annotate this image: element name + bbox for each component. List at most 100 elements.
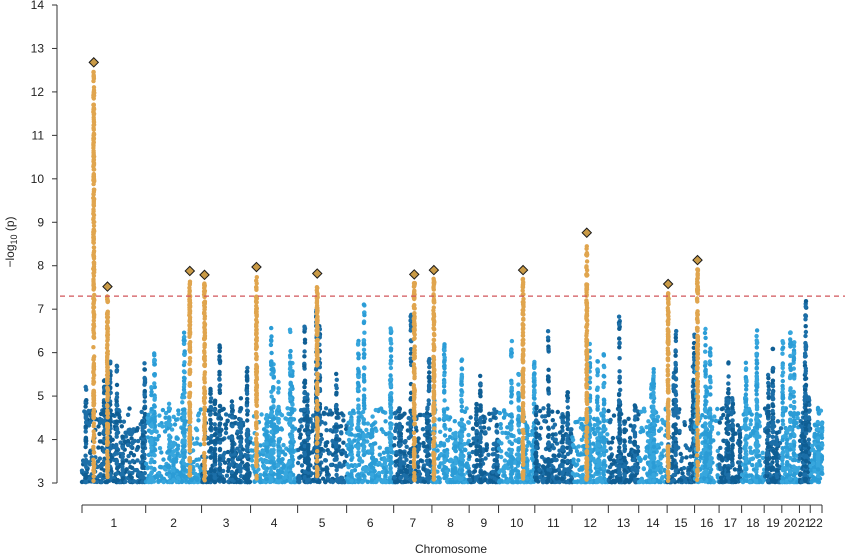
snp-point [416, 447, 421, 452]
snp-point [271, 385, 276, 390]
snp-point [260, 449, 266, 454]
snp-point [114, 471, 120, 476]
snp-point [534, 459, 539, 465]
snp-point [532, 371, 537, 376]
snp-point [362, 387, 367, 392]
snp-point [238, 417, 243, 422]
snp-point [605, 432, 610, 437]
snp-point [364, 427, 369, 433]
snp-point [217, 377, 222, 382]
snp-point [595, 429, 600, 434]
snp-point [129, 432, 134, 437]
snp-point [601, 413, 606, 419]
snp-point [458, 452, 463, 458]
snp-point [302, 475, 307, 480]
snp-point [453, 433, 458, 439]
snp-point [478, 477, 483, 482]
snp-point [118, 419, 123, 424]
snp-point [135, 444, 141, 450]
snp-point [129, 436, 134, 441]
snp-point [152, 459, 157, 465]
snp-point [459, 397, 464, 403]
snp-point [608, 446, 613, 451]
snp-point [389, 397, 394, 403]
snp-point [345, 462, 350, 467]
snp-point [149, 385, 154, 390]
snp-point [573, 463, 579, 468]
snp-point [632, 432, 638, 437]
snp-point [171, 459, 176, 464]
snp-point [618, 387, 623, 393]
snp-point [398, 427, 403, 432]
snp-point [182, 454, 187, 460]
snp-point [264, 459, 269, 465]
snp-point [494, 422, 500, 428]
snp-point [302, 349, 307, 354]
snp-point [617, 416, 622, 422]
snp-point [459, 388, 464, 393]
snp-point [130, 458, 135, 464]
snp-point [560, 424, 565, 430]
snp-point [516, 474, 521, 479]
snp-point [616, 477, 622, 483]
snp-point [325, 471, 330, 476]
snp-point [288, 465, 293, 470]
snp-point [229, 415, 235, 420]
snp-point [595, 463, 600, 468]
snp-point [281, 465, 286, 470]
snp-point [482, 470, 487, 475]
snp-point [269, 394, 274, 399]
snp-point [194, 427, 200, 433]
snp-point [381, 450, 387, 455]
snp-point [388, 328, 394, 333]
snp-point [339, 451, 344, 457]
snp-point [288, 448, 293, 453]
snp-point [149, 429, 154, 434]
snp-point [361, 372, 367, 378]
snp-point [123, 430, 128, 435]
snp-point [163, 415, 168, 420]
snp-point [323, 479, 328, 484]
snp-point [125, 412, 131, 417]
snp-point [124, 458, 129, 463]
snp-point [425, 430, 430, 436]
snp-point [370, 448, 375, 453]
snp-point [229, 469, 235, 475]
snp-point [306, 477, 311, 482]
snp-point [212, 398, 218, 403]
snp-point [154, 473, 160, 479]
snp-point [97, 420, 103, 426]
snp-point [361, 465, 366, 471]
snp-point [230, 408, 235, 413]
snp-point [356, 406, 361, 411]
snp-point [149, 441, 154, 446]
snp-point [298, 454, 304, 459]
snp-point [442, 380, 447, 385]
snp-point [574, 472, 579, 477]
snp-point [595, 477, 600, 482]
snp-point [175, 436, 180, 441]
chromosome-1-points [79, 359, 148, 485]
snp-point [131, 479, 137, 484]
snp-point [509, 471, 514, 476]
snp-point [288, 434, 293, 439]
snp-point [427, 385, 432, 390]
snp-point [377, 477, 383, 482]
snp-point [182, 443, 187, 448]
snp-point [474, 401, 479, 407]
snp-point [96, 445, 101, 450]
snp-point [306, 459, 311, 465]
snp-point [84, 387, 89, 392]
snp-point [601, 384, 606, 390]
snp-point [626, 416, 631, 421]
snp-point [373, 407, 378, 413]
snp-point [287, 327, 293, 332]
snp-point [334, 428, 339, 433]
snp-point [217, 447, 223, 453]
snp-point [425, 419, 430, 425]
snp-point [349, 478, 354, 483]
snp-point [152, 372, 157, 377]
snp-point [198, 407, 203, 412]
snp-point [601, 424, 606, 429]
snp-point [83, 457, 89, 463]
